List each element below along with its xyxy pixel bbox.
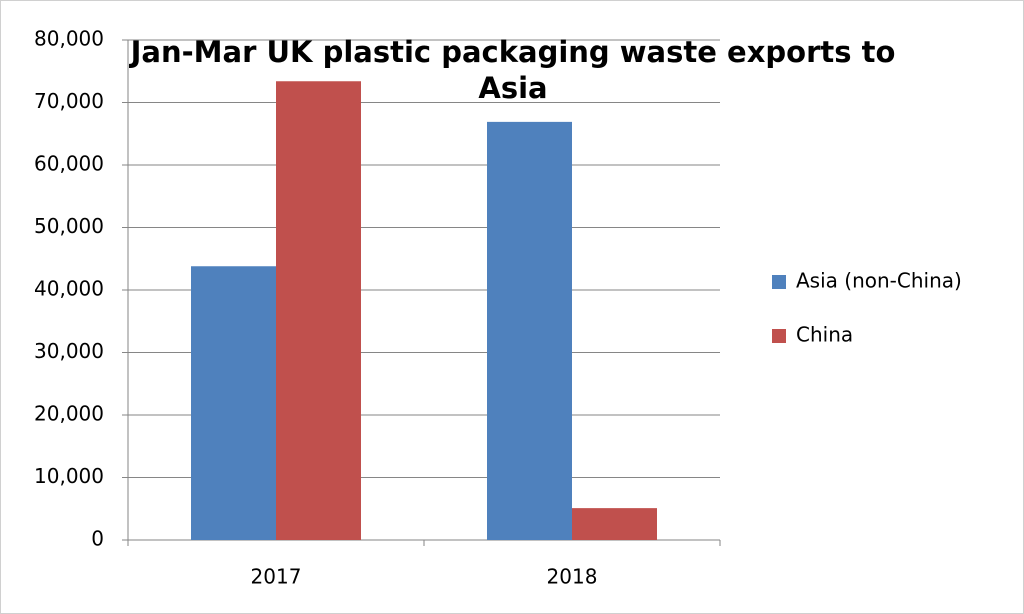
bar	[276, 81, 361, 540]
legend-label: China	[796, 323, 853, 347]
y-tick-label: 70,000	[34, 89, 104, 113]
chart-title: Jan-Mar UK plastic packaging waste expor…	[130, 35, 896, 105]
y-tick-label: 40,000	[34, 277, 104, 301]
x-tick-label: 2017	[251, 565, 302, 589]
x-tick-label: 2018	[547, 565, 598, 589]
y-tick-label: 0	[91, 527, 104, 551]
bar	[572, 508, 657, 540]
y-tick-label: 20,000	[34, 402, 104, 426]
y-tick-label: 80,000	[34, 27, 104, 51]
y-tick-label: 30,000	[34, 339, 104, 363]
legend-label: Asia (non-China)	[796, 269, 962, 293]
y-tick-label: 10,000	[34, 464, 104, 488]
legend-swatch	[772, 275, 786, 289]
legend-swatch	[772, 329, 786, 343]
y-tick-label: 50,000	[34, 214, 104, 238]
bar	[487, 121, 572, 540]
bar	[191, 266, 276, 540]
y-tick-label: 60,000	[34, 152, 104, 176]
